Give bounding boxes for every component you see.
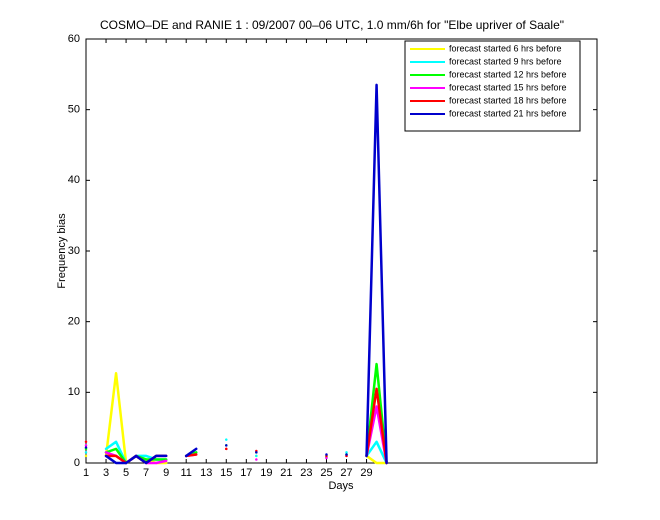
x-tick-label: 29 bbox=[360, 467, 372, 479]
x-tick-label: 23 bbox=[300, 467, 312, 479]
series-line bbox=[84, 83, 388, 465]
x-tick-label: 3 bbox=[103, 467, 109, 479]
x-tick-label: 1 bbox=[83, 467, 89, 479]
x-tick-label: 25 bbox=[320, 467, 332, 479]
x-tick-label: 11 bbox=[180, 467, 191, 479]
series-line bbox=[84, 362, 388, 465]
y-tick-label: 60 bbox=[68, 33, 80, 45]
x-tick-label: 15 bbox=[220, 467, 232, 479]
legend-label: forecast started 15 hrs before bbox=[449, 82, 567, 92]
y-tick-label: 0 bbox=[74, 457, 80, 469]
x-tick-label: 5 bbox=[123, 467, 129, 479]
x-tick-label: 19 bbox=[260, 467, 272, 479]
series-line bbox=[84, 372, 388, 465]
x-tick-label: 13 bbox=[200, 467, 212, 479]
y-tick-label: 40 bbox=[68, 174, 80, 186]
x-tick-label: 9 bbox=[163, 467, 169, 479]
series-line bbox=[84, 387, 388, 465]
legend-label: forecast started 18 hrs before bbox=[449, 95, 567, 105]
y-tick-label: 10 bbox=[68, 386, 80, 398]
x-tick-label: 17 bbox=[240, 467, 252, 479]
y-tick-label: 20 bbox=[68, 316, 80, 328]
legend: forecast started 6 hrs before forecast st… bbox=[404, 40, 581, 132]
legend-label: forecast started 9 hrs before bbox=[449, 56, 562, 66]
x-tick-label: 21 bbox=[280, 467, 292, 479]
legend-label: forecast started 21 hrs before bbox=[449, 108, 567, 118]
y-axis-label: Frequency bias bbox=[56, 213, 68, 289]
legend-label: forecast started 6 hrs before bbox=[449, 43, 562, 53]
chart-title: COSMO–DE and RANIE 1 : 09/2007 00–06 UTC… bbox=[100, 18, 564, 32]
legend-box bbox=[404, 40, 581, 132]
series-line bbox=[84, 405, 388, 465]
y-tick-label: 50 bbox=[68, 104, 80, 116]
legend-label: forecast started 12 hrs before bbox=[449, 69, 567, 79]
x-axis-label: Days bbox=[328, 480, 354, 492]
x-tick-label: 7 bbox=[143, 467, 149, 479]
x-tick-label: 27 bbox=[340, 467, 352, 479]
y-tick-label: 30 bbox=[68, 245, 80, 257]
